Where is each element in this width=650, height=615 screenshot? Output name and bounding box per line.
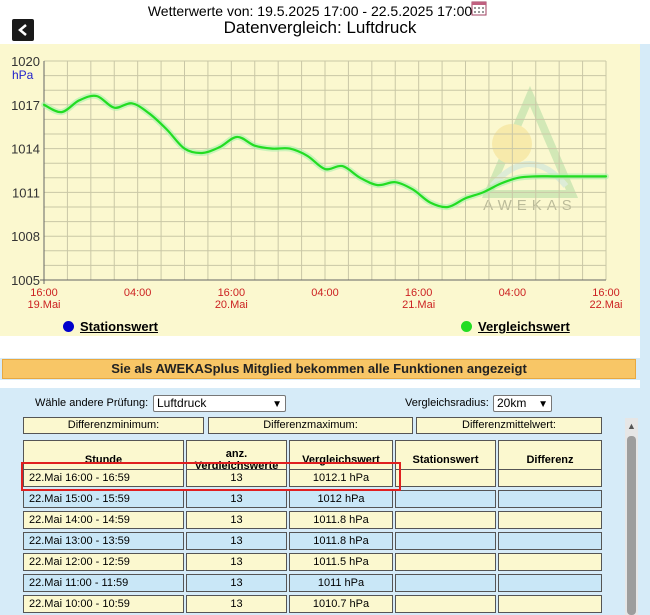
cell-station (395, 490, 496, 508)
y-tick-label: 1011 (12, 185, 40, 200)
blue-dot-icon (63, 321, 74, 332)
calendar-icon[interactable] (471, 0, 487, 16)
check-select[interactable]: Luftdruck ▼ (153, 395, 286, 412)
x-tick-label: 04:00 (499, 287, 527, 299)
y-tick-label: 1020 (11, 54, 40, 69)
cell-stunde: 22.Mai 10:00 - 10:59 (23, 595, 184, 613)
cell-vergleich: 1011 hPa (289, 574, 393, 592)
x-tick-label: 04:00 (124, 287, 152, 299)
legend-station-label: Stationswert (80, 319, 159, 334)
scroll-thumb[interactable] (627, 436, 636, 615)
plus-banner: Sie als AWEKASplus Mitglied bekommen all… (2, 359, 636, 379)
chevron-down-icon: ▼ (538, 399, 548, 410)
scroll-up-icon[interactable]: ▲ (627, 421, 636, 431)
cell-stunde: 22.Mai 11:00 - 11:59 (23, 574, 184, 592)
cell-vergleich: 1010.7 hPa (289, 595, 393, 613)
y-axis-unit: hPa (12, 68, 34, 82)
legend-compare-label: Vergleichswert (478, 319, 570, 334)
legend-station[interactable]: Stationswert (63, 319, 158, 334)
controls-bar: Wähle andere Prüfung: Luftdruck ▼ Vergle… (0, 388, 650, 416)
table-row: 22.Mai 16:00 - 16:59 13 1012.1 hPa (20, 469, 606, 487)
cell-diff (498, 553, 602, 571)
spacer (0, 336, 640, 358)
legend-compare[interactable]: Vergleichswert (461, 319, 570, 334)
cell-anz: 13 (186, 511, 287, 529)
highlight-box (21, 462, 401, 491)
cell-vergleich: 1011.8 hPa (289, 511, 393, 529)
radius-select[interactable]: 20km ▼ (493, 395, 552, 412)
cell-vergleich: 1011.8 hPa (289, 532, 393, 550)
cell-stunde: 22.Mai 14:00 - 14:59 (23, 511, 184, 529)
table-row: 22.Mai 12:00 - 12:59 13 1011.5 hPa (20, 553, 606, 571)
x-tick-label: 16:00 (405, 287, 433, 299)
page-title: Datenvergleich: Luftdruck (223, 18, 417, 37)
x-tick-date: 20.Mai (215, 299, 248, 311)
date-range: Wetterwerte von: 19.5.2025 17:00 - 22.5.… (147, 3, 473, 19)
watermark-text: AWEKAS (483, 197, 577, 214)
spacer (0, 380, 640, 388)
table-row: 22.Mai 15:00 - 15:59 13 1012 hPa (20, 490, 606, 508)
cell-anz: 13 (186, 469, 287, 487)
radius-select-value: 20km (497, 396, 527, 410)
cell-anz: 13 (186, 553, 287, 571)
cell-station (395, 574, 496, 592)
chevron-down-icon: ▼ (272, 399, 282, 410)
cell-diff (498, 511, 602, 529)
chart-panel: AWEKAS 1020 1017 1014 1011 1008 1005 hPa 16:00 19… (0, 44, 640, 336)
stat-max: Differenzmaximum: (208, 417, 413, 434)
cell-stunde: 22.Mai 16:00 - 16:59 (23, 469, 184, 487)
table-row: 22.Mai 10:00 - 10:59 13 1010.7 hPa (20, 595, 606, 613)
green-dot-icon (461, 321, 472, 332)
y-tick-label: 1005 (11, 273, 40, 288)
table-row: 22.Mai 11:00 - 11:59 13 1011 hPa (20, 574, 606, 592)
cell-stunde: 22.Mai 12:00 - 12:59 (23, 553, 184, 571)
stat-min: Differenzminimum: (23, 417, 204, 434)
check-select-value: Luftdruck (157, 396, 207, 410)
stat-avg: Differenzmittelwert: (416, 417, 602, 434)
cell-anz: 13 (186, 574, 287, 592)
x-tick-date: 21.Mai (402, 299, 435, 311)
x-tick-label: 04:00 (311, 287, 339, 299)
y-tick-label: 1008 (11, 229, 40, 244)
cell-diff (498, 574, 602, 592)
chevron-left-icon (18, 24, 27, 36)
series-line (42, 94, 608, 209)
cell-station (395, 595, 496, 613)
table-row: 22.Mai 13:00 - 13:59 13 1011.8 hPa (20, 532, 606, 550)
cell-diff (498, 532, 602, 550)
cell-vergleich: 1012.1 hPa (289, 469, 393, 487)
cell-station (395, 553, 496, 571)
x-tick-label: 16:00 (218, 287, 246, 299)
x-tick-date: 22.Mai (589, 299, 622, 311)
cell-diff (498, 595, 602, 613)
cell-vergleich: 1012 hPa (289, 490, 393, 508)
cell-vergleich: 1011.5 hPa (289, 553, 393, 571)
y-tick-label: 1014 (11, 142, 40, 157)
check-label: Wähle andere Prüfung: (35, 397, 149, 409)
cell-anz: 13 (186, 532, 287, 550)
cell-station (395, 511, 496, 529)
cell-station (395, 469, 496, 487)
y-tick-label: 1017 (11, 98, 40, 113)
pressure-chart: AWEKAS102010171014101110081005hPa16:0019… (11, 54, 622, 311)
cell-diff (498, 469, 602, 487)
cell-anz: 13 (186, 490, 287, 508)
cell-stunde: 22.Mai 13:00 - 13:59 (23, 532, 184, 550)
data-table: Differenzminimum: Differenzmaximum: Diff… (20, 416, 606, 615)
cell-diff (498, 490, 602, 508)
cell-anz: 13 (186, 595, 287, 613)
radius-label: Vergleichsradius: (405, 397, 489, 409)
scrollbar[interactable]: ▲ (625, 418, 638, 615)
cell-station (395, 532, 496, 550)
x-tick-label: 16:00 (30, 287, 58, 299)
header: Wetterwerte von: 19.5.2025 17:00 - 22.5.… (0, 0, 650, 44)
x-tick-label: 16:00 (592, 287, 620, 299)
table-row: 22.Mai 14:00 - 14:59 13 1011.8 hPa (20, 511, 606, 529)
x-tick-date: 19.Mai (27, 299, 60, 311)
cell-stunde: 22.Mai 15:00 - 15:59 (23, 490, 184, 508)
back-button[interactable] (12, 19, 34, 41)
